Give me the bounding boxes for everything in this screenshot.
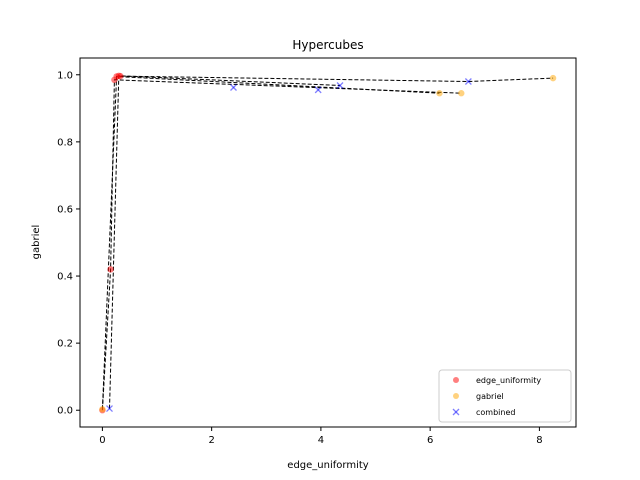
connector-line-2 — [109, 75, 341, 409]
point-combined-2 — [314, 86, 322, 94]
point-gabriel-2 — [458, 90, 465, 97]
point-gabriel-1 — [436, 90, 443, 97]
y-tick-label-1: 0.2 — [57, 339, 73, 350]
point-edge-uniformity-5 — [117, 72, 124, 80]
y-tick-label-5: 1.0 — [57, 70, 73, 81]
legend-marker-combined — [452, 408, 460, 416]
point-gabriel-0 — [99, 406, 106, 413]
y-tick-label-4: 0.8 — [57, 137, 73, 148]
legend-label-gabriel: gabriel — [476, 392, 504, 401]
point-gabriel-3 — [549, 74, 557, 82]
point-combined-0 — [106, 405, 113, 413]
legend-marker-gabriel — [453, 393, 459, 399]
legend-marker-edge-uniformity — [453, 377, 459, 383]
legend-label-combined: combined — [476, 408, 515, 417]
x-tick-label-4: 8 — [536, 435, 542, 446]
legend-frame — [438, 369, 572, 423]
chart-title: Hypercubes — [292, 38, 363, 52]
plot-area-frame — [79, 57, 577, 428]
point-edge-uniformity-1 — [107, 266, 114, 273]
legend-label-edge-uniformity: edge_uniformity — [476, 376, 541, 385]
data-points — [99, 72, 557, 414]
y-axis-label: gabriel — [31, 225, 42, 260]
y-tick-label-0: 0.0 — [57, 406, 73, 417]
connector-lines — [101, 75, 554, 411]
point-combined-4 — [464, 78, 472, 85]
x-tick-label-1: 2 — [208, 435, 214, 446]
x-tick-label-0: 0 — [99, 435, 105, 446]
y-axis-ticks: 0.0 0.2 0.4 0.6 0.8 1.0 — [57, 70, 80, 417]
x-tick-label-2: 4 — [318, 435, 324, 446]
point-combined-3 — [336, 82, 344, 89]
y-tick-label-2: 0.4 — [57, 272, 73, 283]
x-axis-ticks: 0 2 4 6 8 — [99, 427, 543, 446]
x-tick-label-3: 6 — [427, 435, 433, 446]
y-tick-label-3: 0.6 — [57, 204, 73, 215]
point-combined-1 — [230, 84, 237, 91]
x-axis-label: edge_uniformity — [287, 460, 368, 471]
connector-line-1 — [101, 75, 440, 410]
connector-line-0 — [101, 79, 462, 411]
